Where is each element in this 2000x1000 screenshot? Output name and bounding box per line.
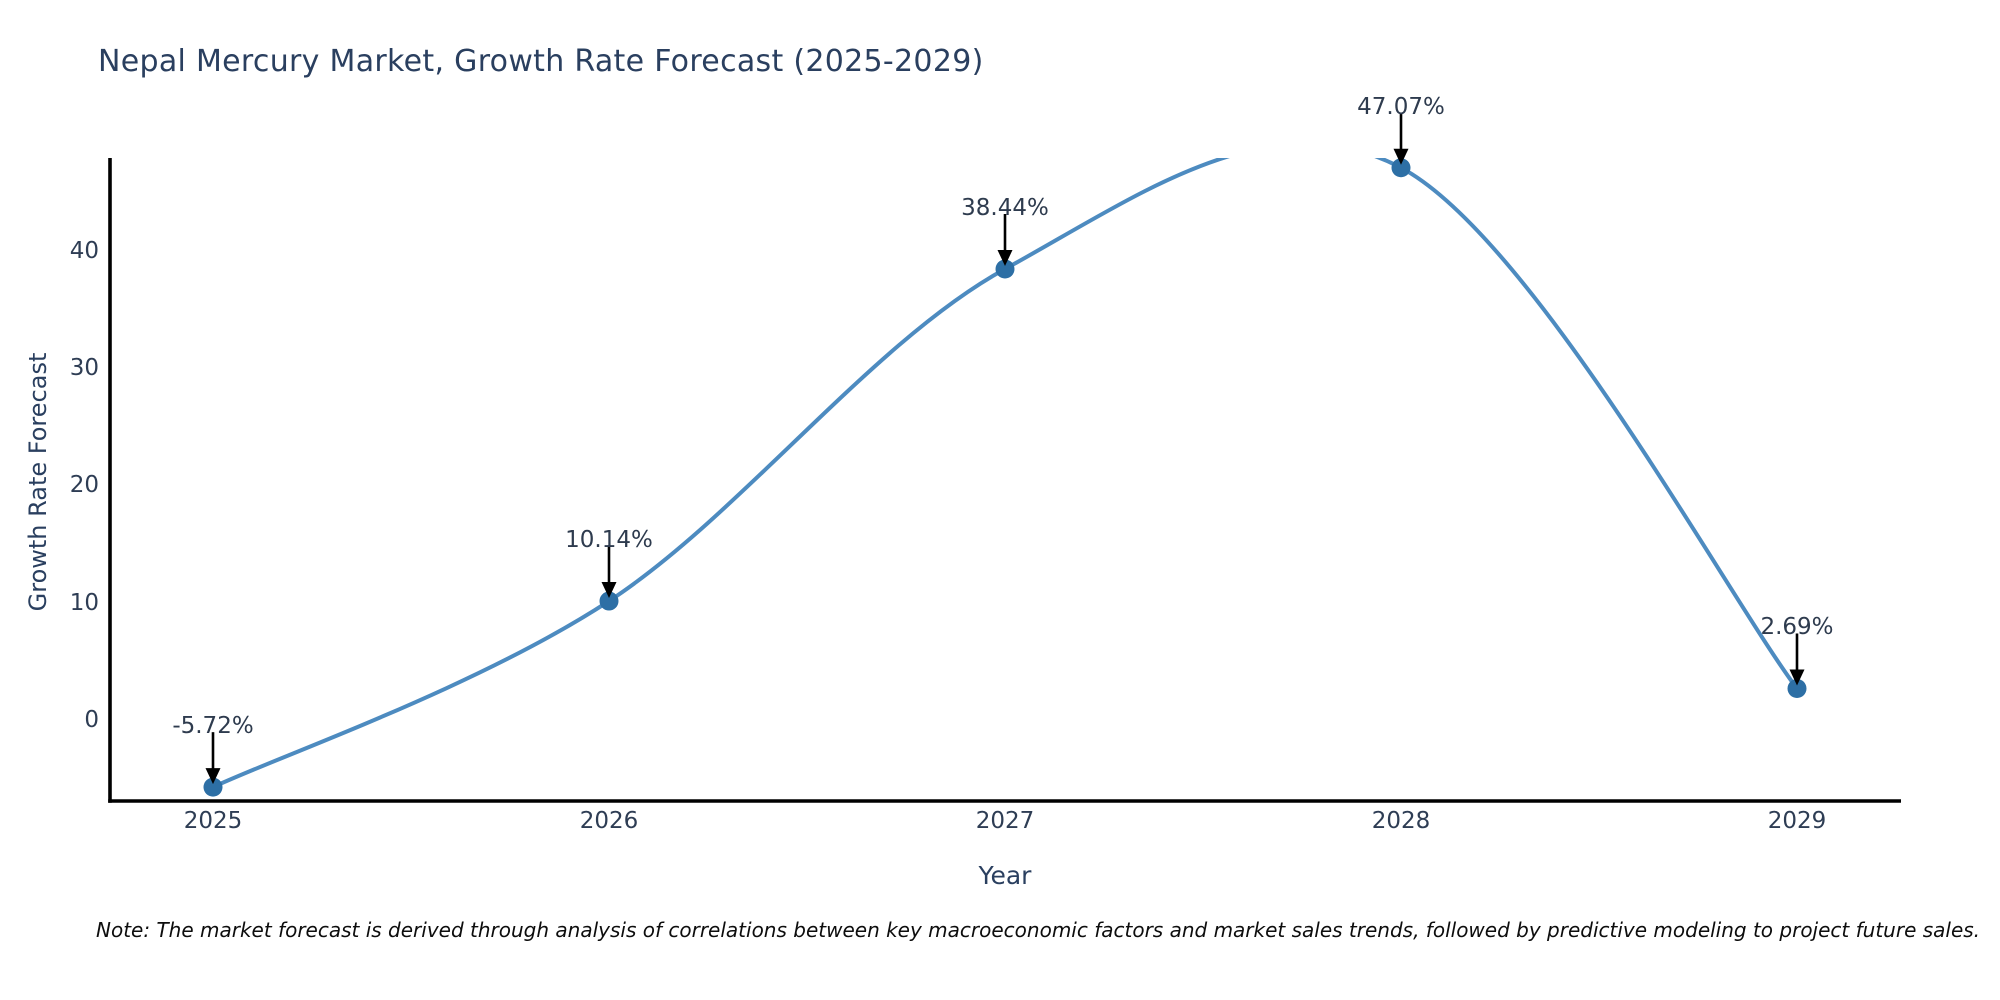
annotation-arrows (205, 112, 1805, 785)
annotation-label: 2.69% (1760, 614, 1834, 641)
y-tick-label: 0 (84, 707, 99, 734)
annotation-label: 38.44% (961, 194, 1049, 221)
data-point-markers (203, 158, 1807, 797)
x-tick-label: 2029 (1767, 808, 1827, 834)
data-point-marker (599, 591, 619, 611)
y-tick-label: 30 (69, 355, 99, 382)
chart-note: Note: The market forecast is derived thr… (96, 918, 1981, 942)
data-point-marker (1787, 678, 1807, 698)
annotation-arrow-head (601, 582, 617, 599)
y-tick-label: 20 (69, 472, 99, 499)
annotation-arrow-head (1789, 669, 1805, 686)
annotation-label: -5.72% (172, 713, 254, 740)
data-point-marker (995, 259, 1015, 279)
y-tick-label: 40 (69, 237, 99, 264)
annotation-arrow-head (205, 768, 221, 785)
spline-curve-group (212, 158, 1799, 789)
annotation-arrow-head (1393, 148, 1409, 165)
annotation-arrow-head (997, 249, 1013, 266)
forecast-line (212, 158, 1799, 789)
chart-title: Nepal Mercury Market, Growth Rate Foreca… (98, 44, 984, 79)
x-tick-label: 2028 (1371, 808, 1431, 834)
x-tick-label: 2026 (579, 808, 639, 834)
y-tick-label: 10 (69, 589, 99, 616)
x-axis-title: Year (978, 861, 1032, 890)
data-point-marker (203, 777, 223, 797)
annotation-label: 47.07% (1357, 93, 1445, 120)
annotation-label: 10.14% (565, 527, 653, 554)
data-point-marker (1391, 158, 1411, 178)
x-tick-label: 2025 (183, 808, 243, 834)
x-tick-label: 2027 (975, 808, 1035, 834)
